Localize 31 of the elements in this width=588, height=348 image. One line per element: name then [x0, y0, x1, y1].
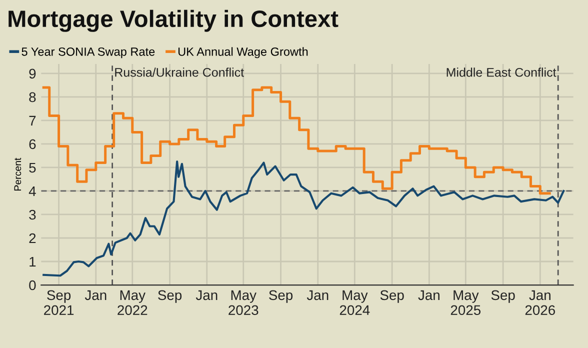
- y-tick-label: 2: [29, 233, 36, 244]
- y-tick-label: 6: [29, 139, 36, 150]
- y-tick-label: 9: [29, 68, 36, 79]
- y-axis-title: Percent: [14, 158, 22, 190]
- x-tick-label: Jan: [306, 290, 328, 300]
- chart-title: Mortgage Volatility in Context: [8, 10, 338, 32]
- x-tick-label: Jan: [418, 290, 440, 300]
- legend-label: 5 Year SONIA Swap Rate: [22, 47, 155, 58]
- line-series: [42, 160, 565, 277]
- x-tick-label: Sep: [380, 290, 404, 303]
- legend-label: UK Annual Wage Growth: [178, 47, 308, 58]
- y-tick-label: 5: [29, 162, 36, 173]
- ref-line-label: Russia/Ukraine Conflict: [115, 68, 244, 77]
- x-tick-label: Jan: [196, 290, 218, 300]
- y-tick-label: 3: [29, 210, 36, 220]
- x-tick-label: Sep: [269, 290, 293, 303]
- y-tick-label: 1: [30, 256, 36, 267]
- ref-line-label: Middle East Conflict: [446, 68, 556, 77]
- x-tick-label: Jan 2026: [525, 290, 555, 316]
- y-tick-label: 8: [29, 92, 36, 102]
- x-tick-label: May 2023: [228, 290, 258, 316]
- x-tick-label: May 2025: [450, 290, 481, 316]
- x-tick-label: May 2024: [340, 290, 370, 316]
- x-tick-label: May 2022: [118, 290, 148, 316]
- y-tick-label: 7: [29, 116, 36, 126]
- y-tick-label: 4: [28, 186, 36, 196]
- x-tick-label: Sep: [158, 290, 182, 303]
- x-tick-label: Sep: [491, 290, 515, 303]
- y-tick-label: 0: [29, 280, 36, 290]
- x-tick-label: Sep 2021: [44, 290, 74, 316]
- x-tick-label: Jan: [84, 290, 106, 300]
